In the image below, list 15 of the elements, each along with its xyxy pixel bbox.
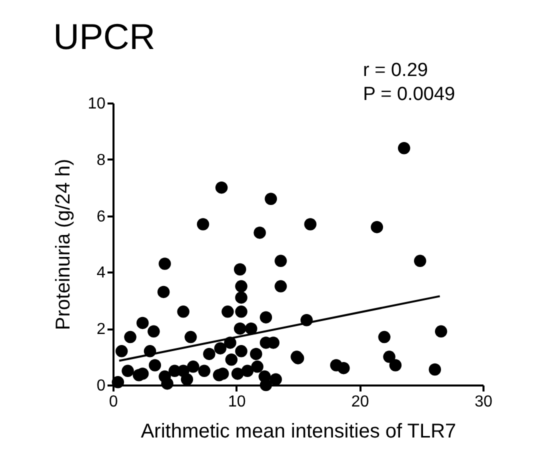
x-axis-title: Arithmetic mean intensities of TLR7 xyxy=(140,420,456,442)
y-tick-label: 4 xyxy=(96,264,106,282)
y-tick-label: 0 xyxy=(96,378,106,394)
x-tick-label: 0 xyxy=(109,394,118,410)
y-tick-label: 10 xyxy=(88,96,106,112)
x-tick-label: 10 xyxy=(228,394,246,410)
y-tick-label: 2 xyxy=(96,321,106,338)
annotation: P = 0.0049 xyxy=(363,84,456,105)
x-tick-label: 20 xyxy=(351,394,370,410)
y-tick-label: 6 xyxy=(96,208,106,226)
chart-title: UPCR xyxy=(53,16,156,57)
text: r = 0.29 xyxy=(363,60,428,81)
y-tick-label: 8 xyxy=(96,152,106,169)
y-axis-title: Proteinuria (g/24 h) xyxy=(52,158,75,330)
x-tick-label: 30 xyxy=(474,394,492,410)
